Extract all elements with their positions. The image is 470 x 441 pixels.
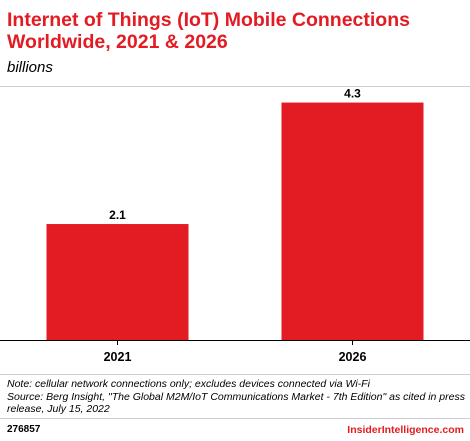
footer-divider: [0, 418, 470, 419]
bar-chart: 2.1 2021 4.3 2026: [0, 87, 470, 364]
chart-id: 276857: [7, 424, 41, 435]
note-text: Note: cellular network connections only;…: [7, 378, 370, 390]
notes-divider: [0, 374, 470, 375]
source-text: Source: Berg Insight, "The Global M2M/Io…: [7, 390, 465, 416]
chart-title: Internet of Things (IoT) Mobile Connecti…: [7, 9, 410, 53]
bar-2021: [46, 224, 189, 340]
bar-2026: [281, 102, 424, 340]
data-label-2021: 2.1: [109, 208, 126, 222]
tick-label-2021: 2021: [104, 350, 132, 364]
top-divider: [0, 86, 470, 87]
brand-link[interactable]: InsiderIntelligence.com: [347, 424, 464, 436]
chart-notes: Note: cellular network connections only;…: [7, 378, 465, 416]
data-label-2026: 4.3: [344, 87, 361, 101]
chart-subtitle: billions: [7, 59, 53, 76]
tick-label-2026: 2026: [339, 350, 367, 364]
